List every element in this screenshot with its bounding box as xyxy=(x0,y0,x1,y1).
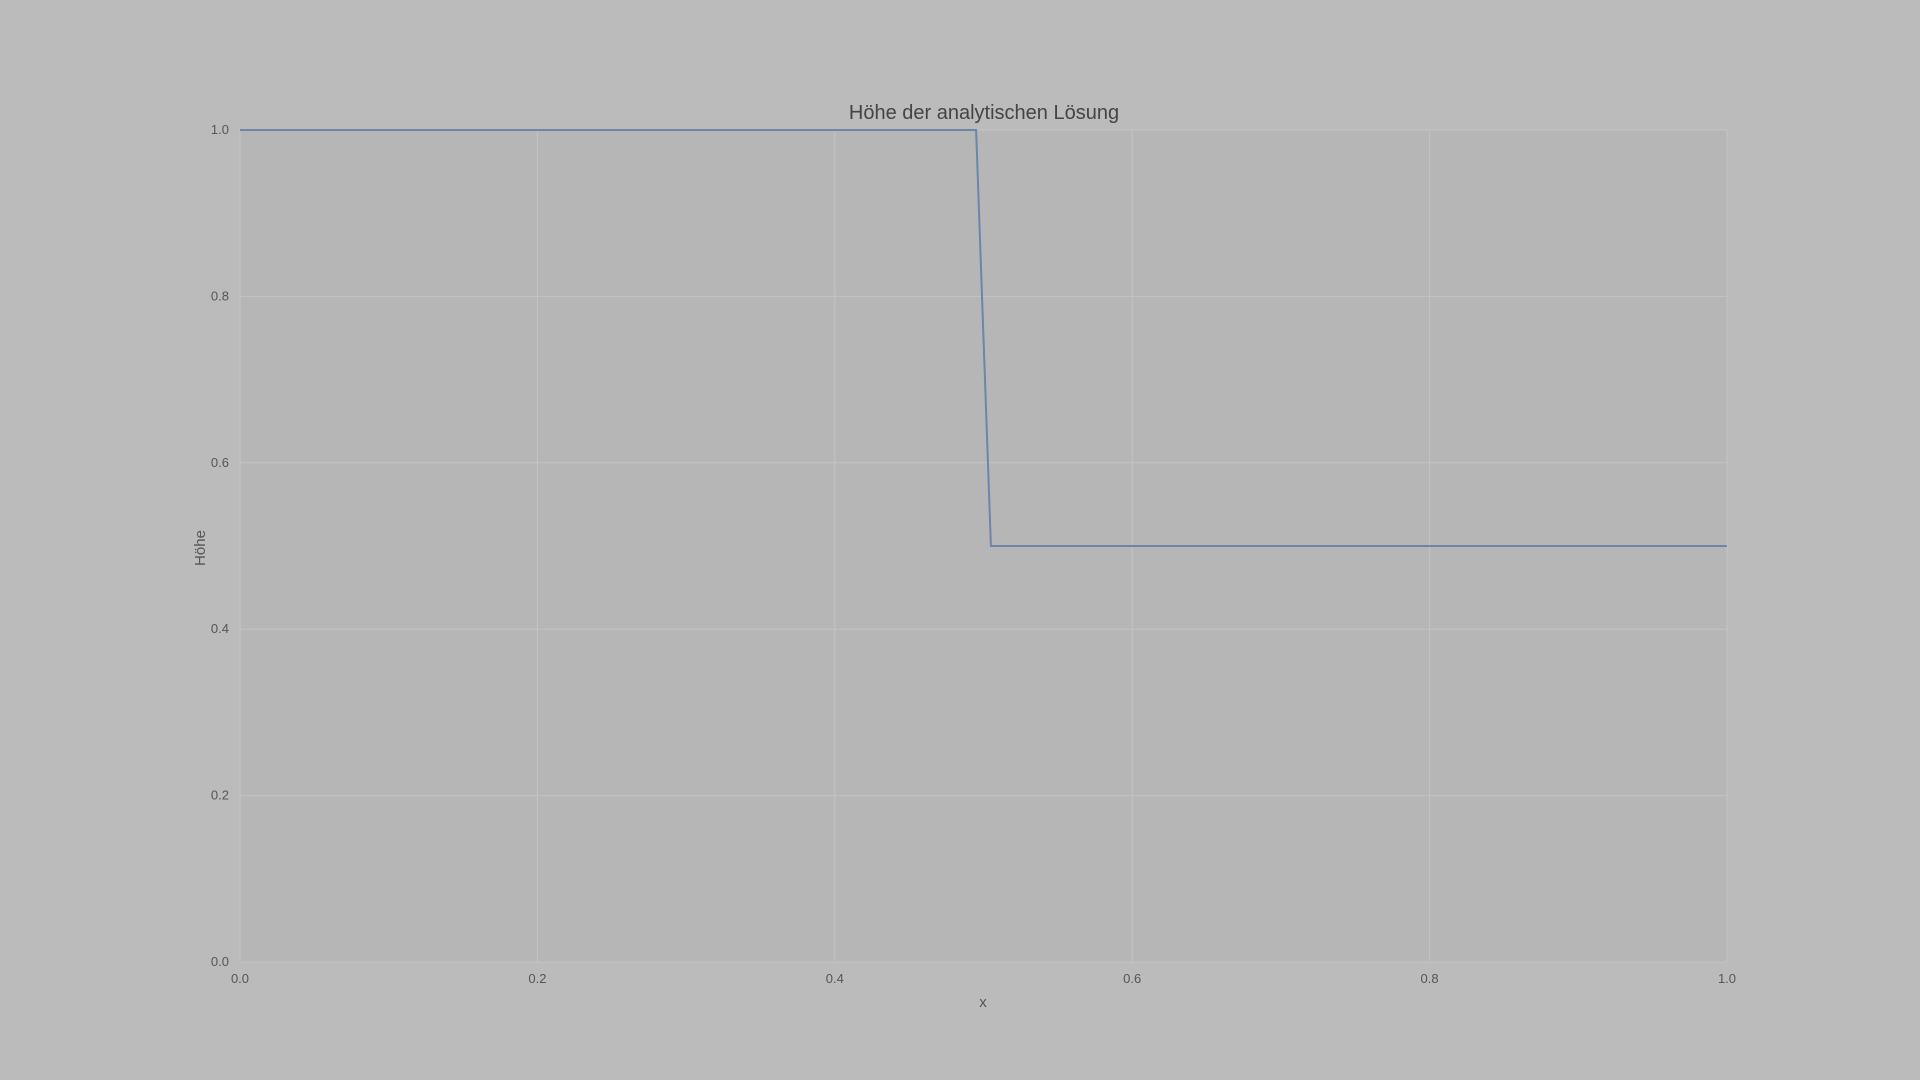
x-tick-label: 0.8 xyxy=(1421,971,1439,986)
y-axis-label: Höhe xyxy=(192,530,209,566)
x-axis-label: x xyxy=(979,994,987,1011)
y-tick-label: 0.4 xyxy=(211,621,229,636)
y-tick-label: 0.8 xyxy=(211,288,229,303)
x-axis-ticks: 0.0 0.2 0.4 0.6 0.8 1.0 xyxy=(231,971,1736,986)
y-tick-label: 0.2 xyxy=(211,788,229,803)
x-tick-label: 1.0 xyxy=(1718,971,1736,986)
x-tick-label: 0.0 xyxy=(231,971,249,986)
grid xyxy=(239,129,1728,963)
y-tick-label: 1.0 xyxy=(211,122,229,137)
y-tick-label: 0.0 xyxy=(211,954,229,969)
series-group xyxy=(240,129,1727,547)
y-axis-ticks: 0.0 0.2 0.4 0.6 0.8 1.0 xyxy=(211,122,229,969)
series-line xyxy=(240,129,1727,547)
x-tick-label: 0.4 xyxy=(826,971,844,986)
x-tick-label: 0.2 xyxy=(528,971,546,986)
x-tick-label: 0.6 xyxy=(1123,971,1141,986)
chart-title: Höhe der analytischen Lösung xyxy=(849,102,1119,124)
y-tick-label: 0.6 xyxy=(211,455,229,470)
